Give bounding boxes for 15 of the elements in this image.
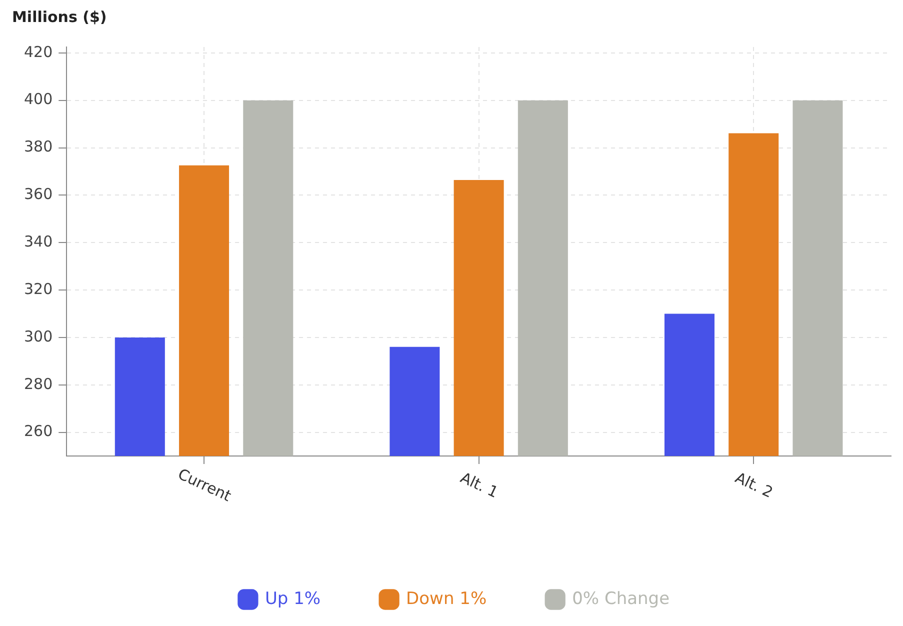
y-tick-label: 280 xyxy=(24,374,53,393)
y-tick-label: 340 xyxy=(24,232,53,250)
y-tick-label: 400 xyxy=(24,90,53,108)
x-tick-label: Alt. 2 xyxy=(732,468,776,502)
y-tick-label: 360 xyxy=(24,185,53,204)
y-tick-label: 260 xyxy=(24,422,53,440)
y-tick-label: 320 xyxy=(24,280,53,298)
y-tick-label: 300 xyxy=(24,327,53,346)
legend-label: Up 1% xyxy=(264,588,321,609)
legend-label: 0% Change xyxy=(572,588,670,609)
x-tick-label: Alt. 1 xyxy=(458,468,501,502)
y-axis-title: Millions ($) xyxy=(11,8,108,28)
y-tick-label: 420 xyxy=(24,42,53,61)
legend-label: Down 1% xyxy=(406,588,487,609)
y-tick-label: 380 xyxy=(24,138,53,156)
